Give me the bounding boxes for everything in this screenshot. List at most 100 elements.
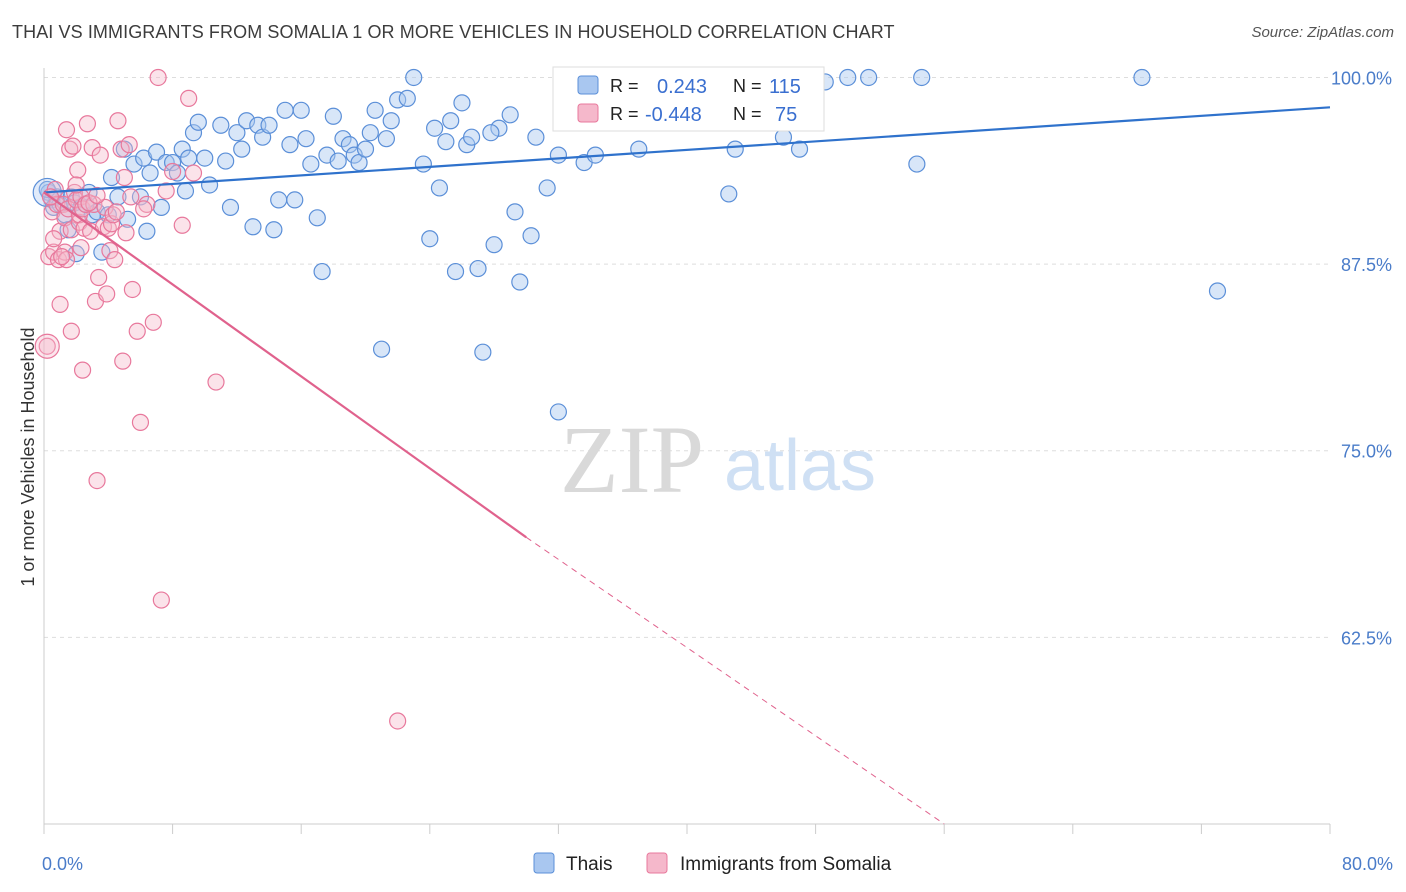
somalia-point (69, 161, 87, 179)
thai-point (527, 128, 545, 146)
y-tick-label: 87.5% (1341, 255, 1392, 275)
thai-point (102, 168, 121, 187)
thai-point (522, 227, 540, 245)
somalia-trend-line (43, 191, 527, 539)
thai-point (292, 101, 310, 119)
somalia-point (184, 164, 203, 182)
grid (44, 76, 1330, 638)
somalia-point (73, 361, 92, 379)
thai-point (490, 119, 508, 137)
somalia-point (98, 285, 116, 303)
thai-point (260, 116, 278, 134)
thai-point (308, 209, 326, 227)
thai-point (913, 68, 931, 87)
thai-point (244, 218, 262, 236)
chart-title: THAI VS IMMIGRANTS FROM SOMALIA 1 OR MOR… (12, 22, 895, 42)
thai-point (421, 230, 439, 248)
somalia-point (88, 186, 106, 205)
thai-point (189, 113, 207, 131)
somalia-point (122, 188, 140, 206)
thai-point (382, 112, 400, 130)
thai-point (430, 179, 449, 197)
legend-r-value-somalia: -0.448 (645, 104, 702, 126)
thai-point (860, 68, 878, 87)
y-axis-label: 1 or more Vehicles in Household (18, 327, 38, 586)
thai-point (377, 130, 395, 148)
thai-point (270, 191, 288, 209)
thai-point (446, 262, 465, 281)
thai-point (180, 149, 198, 167)
thai-point (173, 140, 191, 158)
thai-point (196, 149, 214, 167)
thai-point (538, 179, 556, 197)
x-tick-labels: 0.0% 80.0% (42, 854, 1393, 874)
bottom-legend-label-somalia: Immigrants from Somalia (680, 854, 892, 875)
somalia-point (90, 268, 108, 287)
thai-point (398, 89, 416, 107)
thai-point (453, 94, 471, 112)
y-tick-labels: 100.0% 87.5% 75.0% 62.5% (1331, 68, 1392, 648)
somalia-point (157, 182, 175, 200)
somalia-point (149, 68, 167, 87)
thai-point (184, 124, 203, 142)
thai-point (442, 112, 460, 130)
somalia-point (57, 121, 76, 139)
thai-point (313, 262, 331, 281)
legend-n-value-somalia: 75 (775, 104, 797, 126)
thai-point (125, 155, 143, 173)
watermark-zip: ZIP (560, 406, 704, 513)
thai-point (1133, 68, 1151, 87)
watermark-atlas: atlas (724, 426, 876, 506)
legend-n-label-thai: N = (733, 76, 762, 96)
somalia-point (128, 322, 146, 340)
bottom-legend-swatch-thai (533, 852, 555, 874)
thai-point (217, 152, 235, 170)
legend: R = 0.243 N = 115 R = -0.448 N = 75 (552, 66, 825, 132)
somalia-point (389, 712, 407, 730)
legend-n-label-somalia: N = (733, 104, 762, 124)
thai-point (281, 136, 299, 154)
somalia-point (173, 216, 191, 234)
thai-point (469, 259, 487, 278)
thai-point (506, 203, 524, 221)
thai-point (405, 68, 423, 87)
thai-point (356, 140, 375, 158)
thai-point (1208, 282, 1227, 300)
somalia-point (123, 280, 142, 299)
thai-point (340, 136, 359, 154)
somalia-point (38, 337, 56, 355)
thai-point (549, 146, 568, 164)
thai-point (200, 176, 219, 194)
somalia-point (101, 242, 119, 260)
x-tick-label: 80.0% (1342, 854, 1393, 874)
thai-point (630, 140, 648, 158)
somalia-point (62, 322, 80, 340)
somalia-point (45, 230, 63, 248)
thai-point (426, 119, 444, 137)
thai-point (152, 198, 170, 216)
thai-point (233, 140, 251, 158)
y-tick-label: 75.0% (1341, 442, 1392, 462)
thai-point (549, 403, 568, 421)
somalia-point (115, 168, 133, 187)
thai-point (839, 68, 857, 87)
somalia-point (114, 352, 132, 370)
somalia-point (180, 89, 198, 107)
thai-trend-line (43, 106, 1331, 194)
y-tick-label: 62.5% (1341, 628, 1392, 648)
thai-point (228, 124, 246, 142)
somalia-point (51, 295, 69, 314)
somalia-point (104, 206, 122, 224)
thai-point (790, 140, 809, 158)
somalia-point (57, 251, 76, 269)
somalia-point (53, 248, 71, 266)
thai-points (32, 68, 1227, 421)
watermark: ZIP atlas (560, 406, 876, 513)
thai-point (286, 191, 304, 209)
legend-r-label-somalia: R = (610, 104, 639, 124)
somalia-point (117, 224, 135, 242)
thai-point (361, 124, 379, 142)
thai-point (366, 101, 384, 119)
somalia-point (144, 313, 162, 331)
somalia-point (72, 239, 90, 257)
